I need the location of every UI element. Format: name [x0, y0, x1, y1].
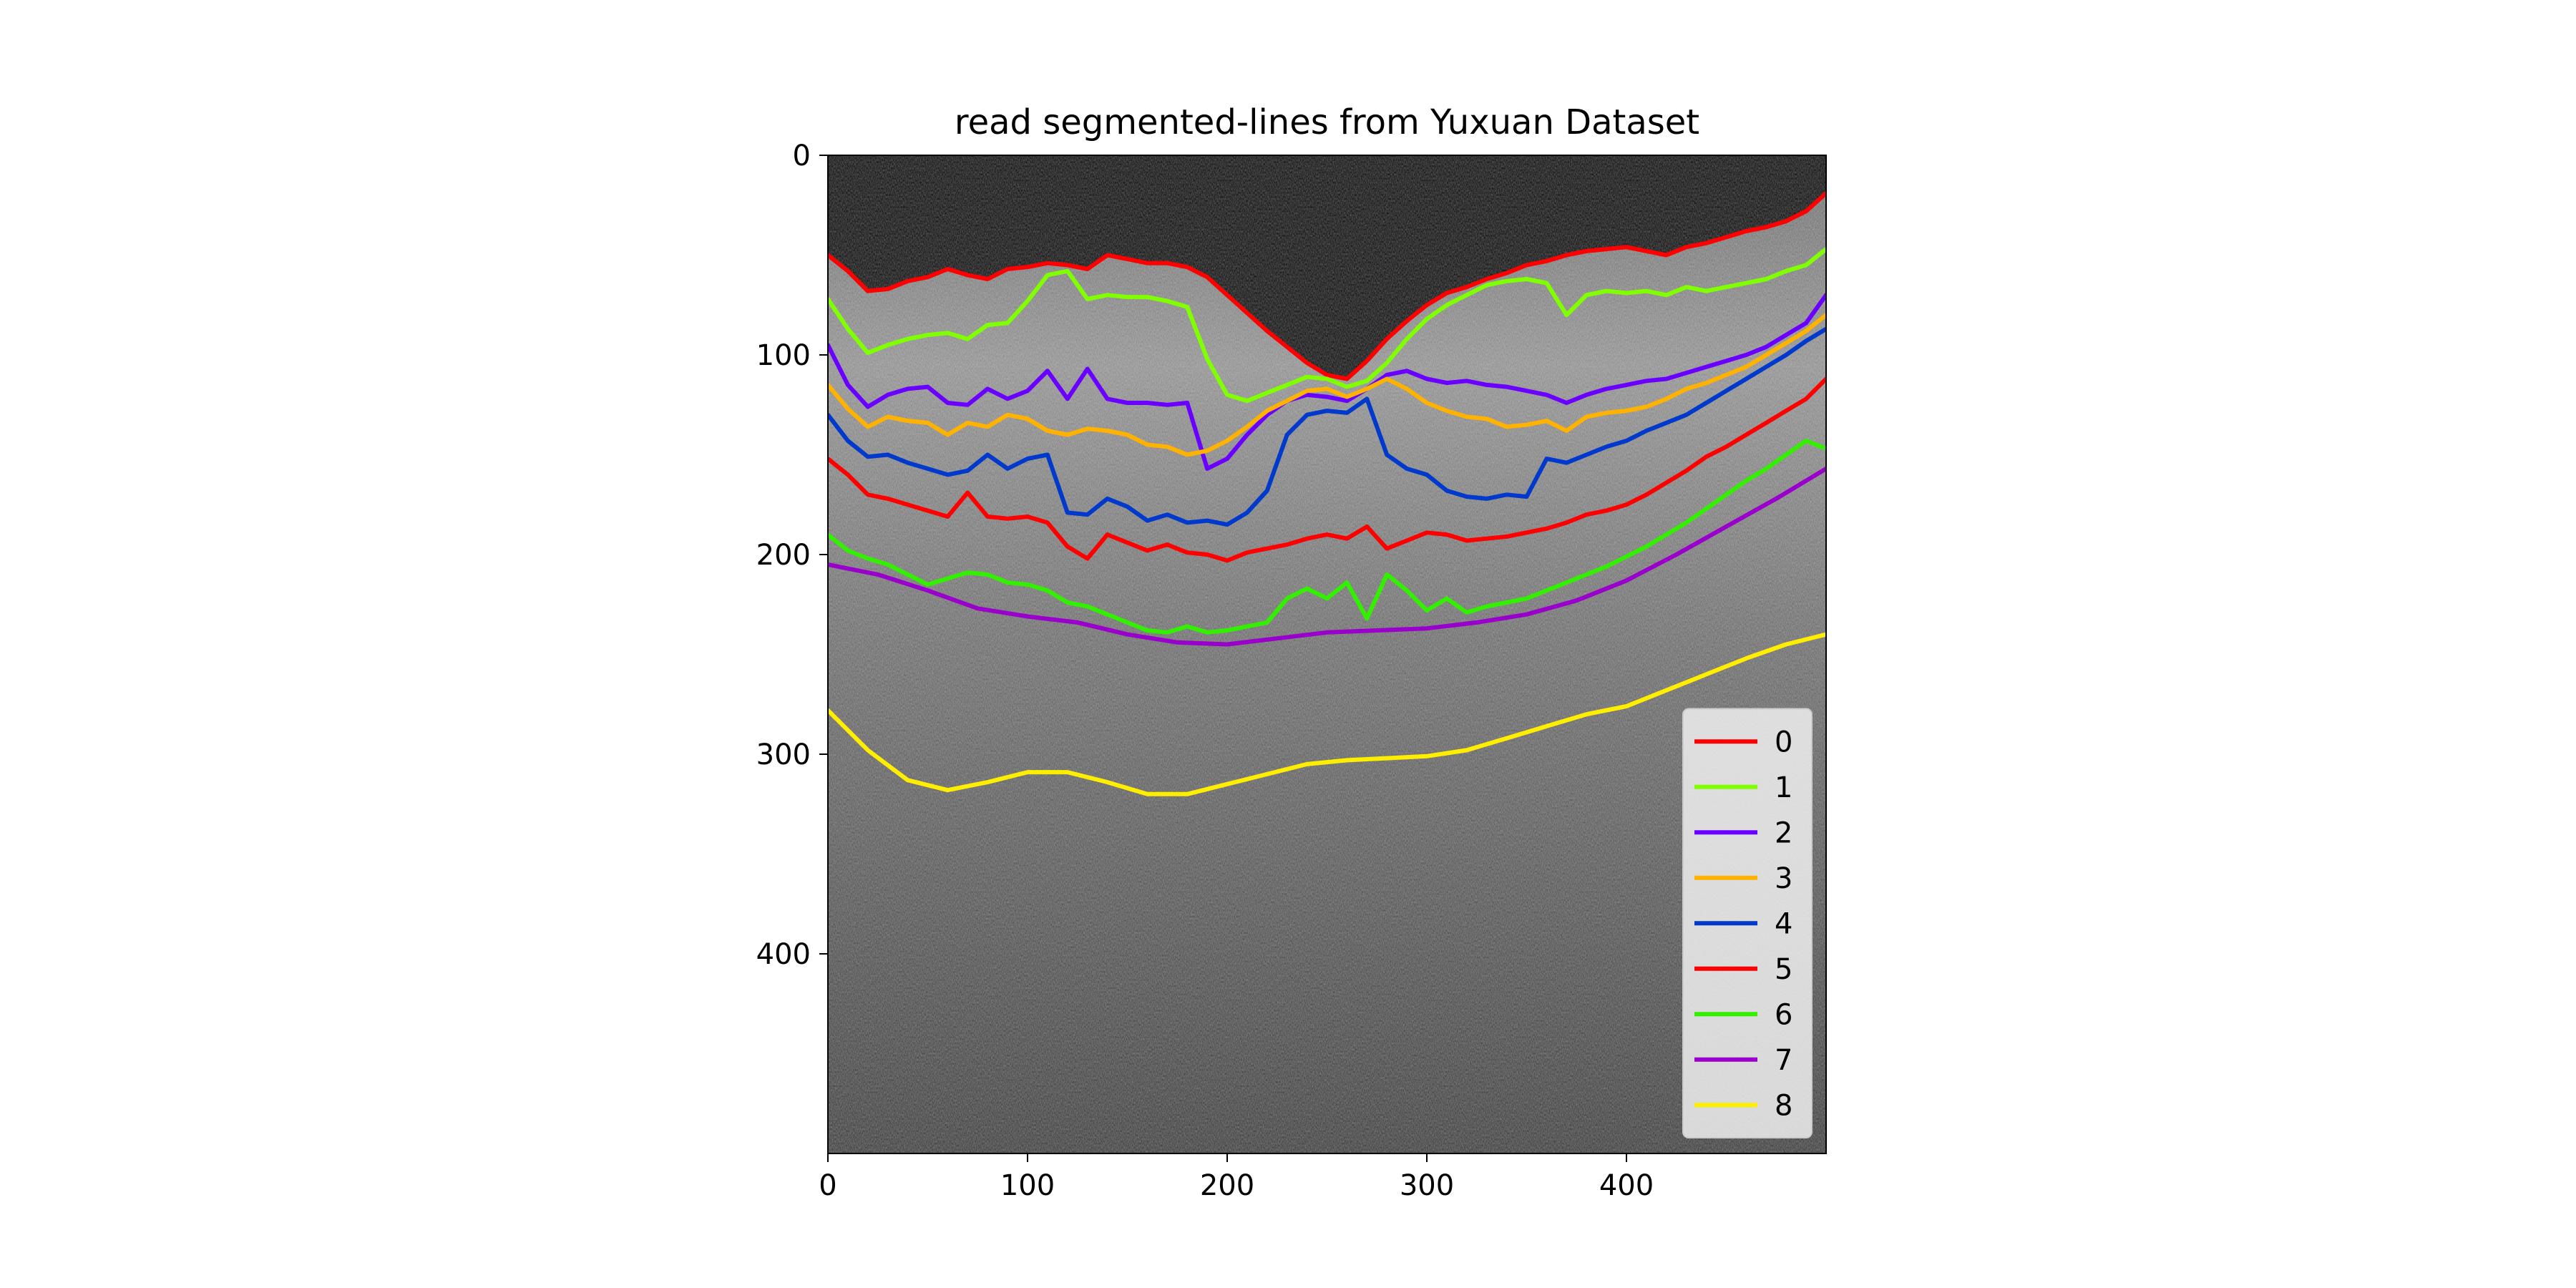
series-line-4 — [828, 326, 1826, 527]
x-tick-label: 200 — [1200, 1169, 1254, 1202]
series-line-3 — [828, 313, 1826, 457]
series-line-5 — [828, 376, 1826, 563]
oct-image-speckle — [828, 155, 1826, 1153]
y-tick-label: 200 — [756, 539, 811, 572]
x-tick-label: 100 — [1000, 1169, 1055, 1202]
y-tick-label: 300 — [756, 738, 811, 771]
x-axis: 0 100 200 300 400 — [819, 1153, 1654, 1202]
series-line-8 — [828, 632, 1826, 796]
y-tick-label: 100 — [756, 339, 811, 372]
legend-label-4: 4 — [1775, 907, 1792, 940]
series-layer — [828, 191, 1826, 796]
plot-frame — [827, 155, 1827, 1154]
x-tick-label: 400 — [1599, 1169, 1654, 1202]
series-line-7 — [828, 467, 1826, 647]
legend-label-0: 0 — [1775, 726, 1792, 758]
legend-label-6: 6 — [1775, 998, 1792, 1031]
chart-title: read segmented-lines from Yuxuan Dataset — [955, 102, 1699, 142]
x-tick-label: 0 — [819, 1169, 836, 1202]
y-axis: 0 100 200 300 400 — [756, 140, 828, 971]
legend: 0 1 2 3 4 5 6 7 8 — [1682, 708, 1813, 1138]
legend-label-3: 3 — [1775, 862, 1792, 895]
legend-label-8: 8 — [1775, 1089, 1792, 1122]
legend-label-2: 2 — [1775, 816, 1792, 849]
y-tick-label: 400 — [756, 938, 811, 971]
legend-label-5: 5 — [1775, 953, 1792, 986]
series-line-0 — [828, 191, 1826, 381]
plot-area — [828, 155, 1826, 1153]
series-line-1 — [828, 247, 1826, 404]
x-tick-label: 300 — [1400, 1169, 1454, 1202]
legend-label-1: 1 — [1775, 771, 1792, 804]
series-line-2 — [828, 293, 1826, 471]
y-tick-label: 0 — [793, 140, 811, 172]
legend-label-7: 7 — [1775, 1044, 1792, 1077]
series-line-6 — [828, 439, 1826, 635]
